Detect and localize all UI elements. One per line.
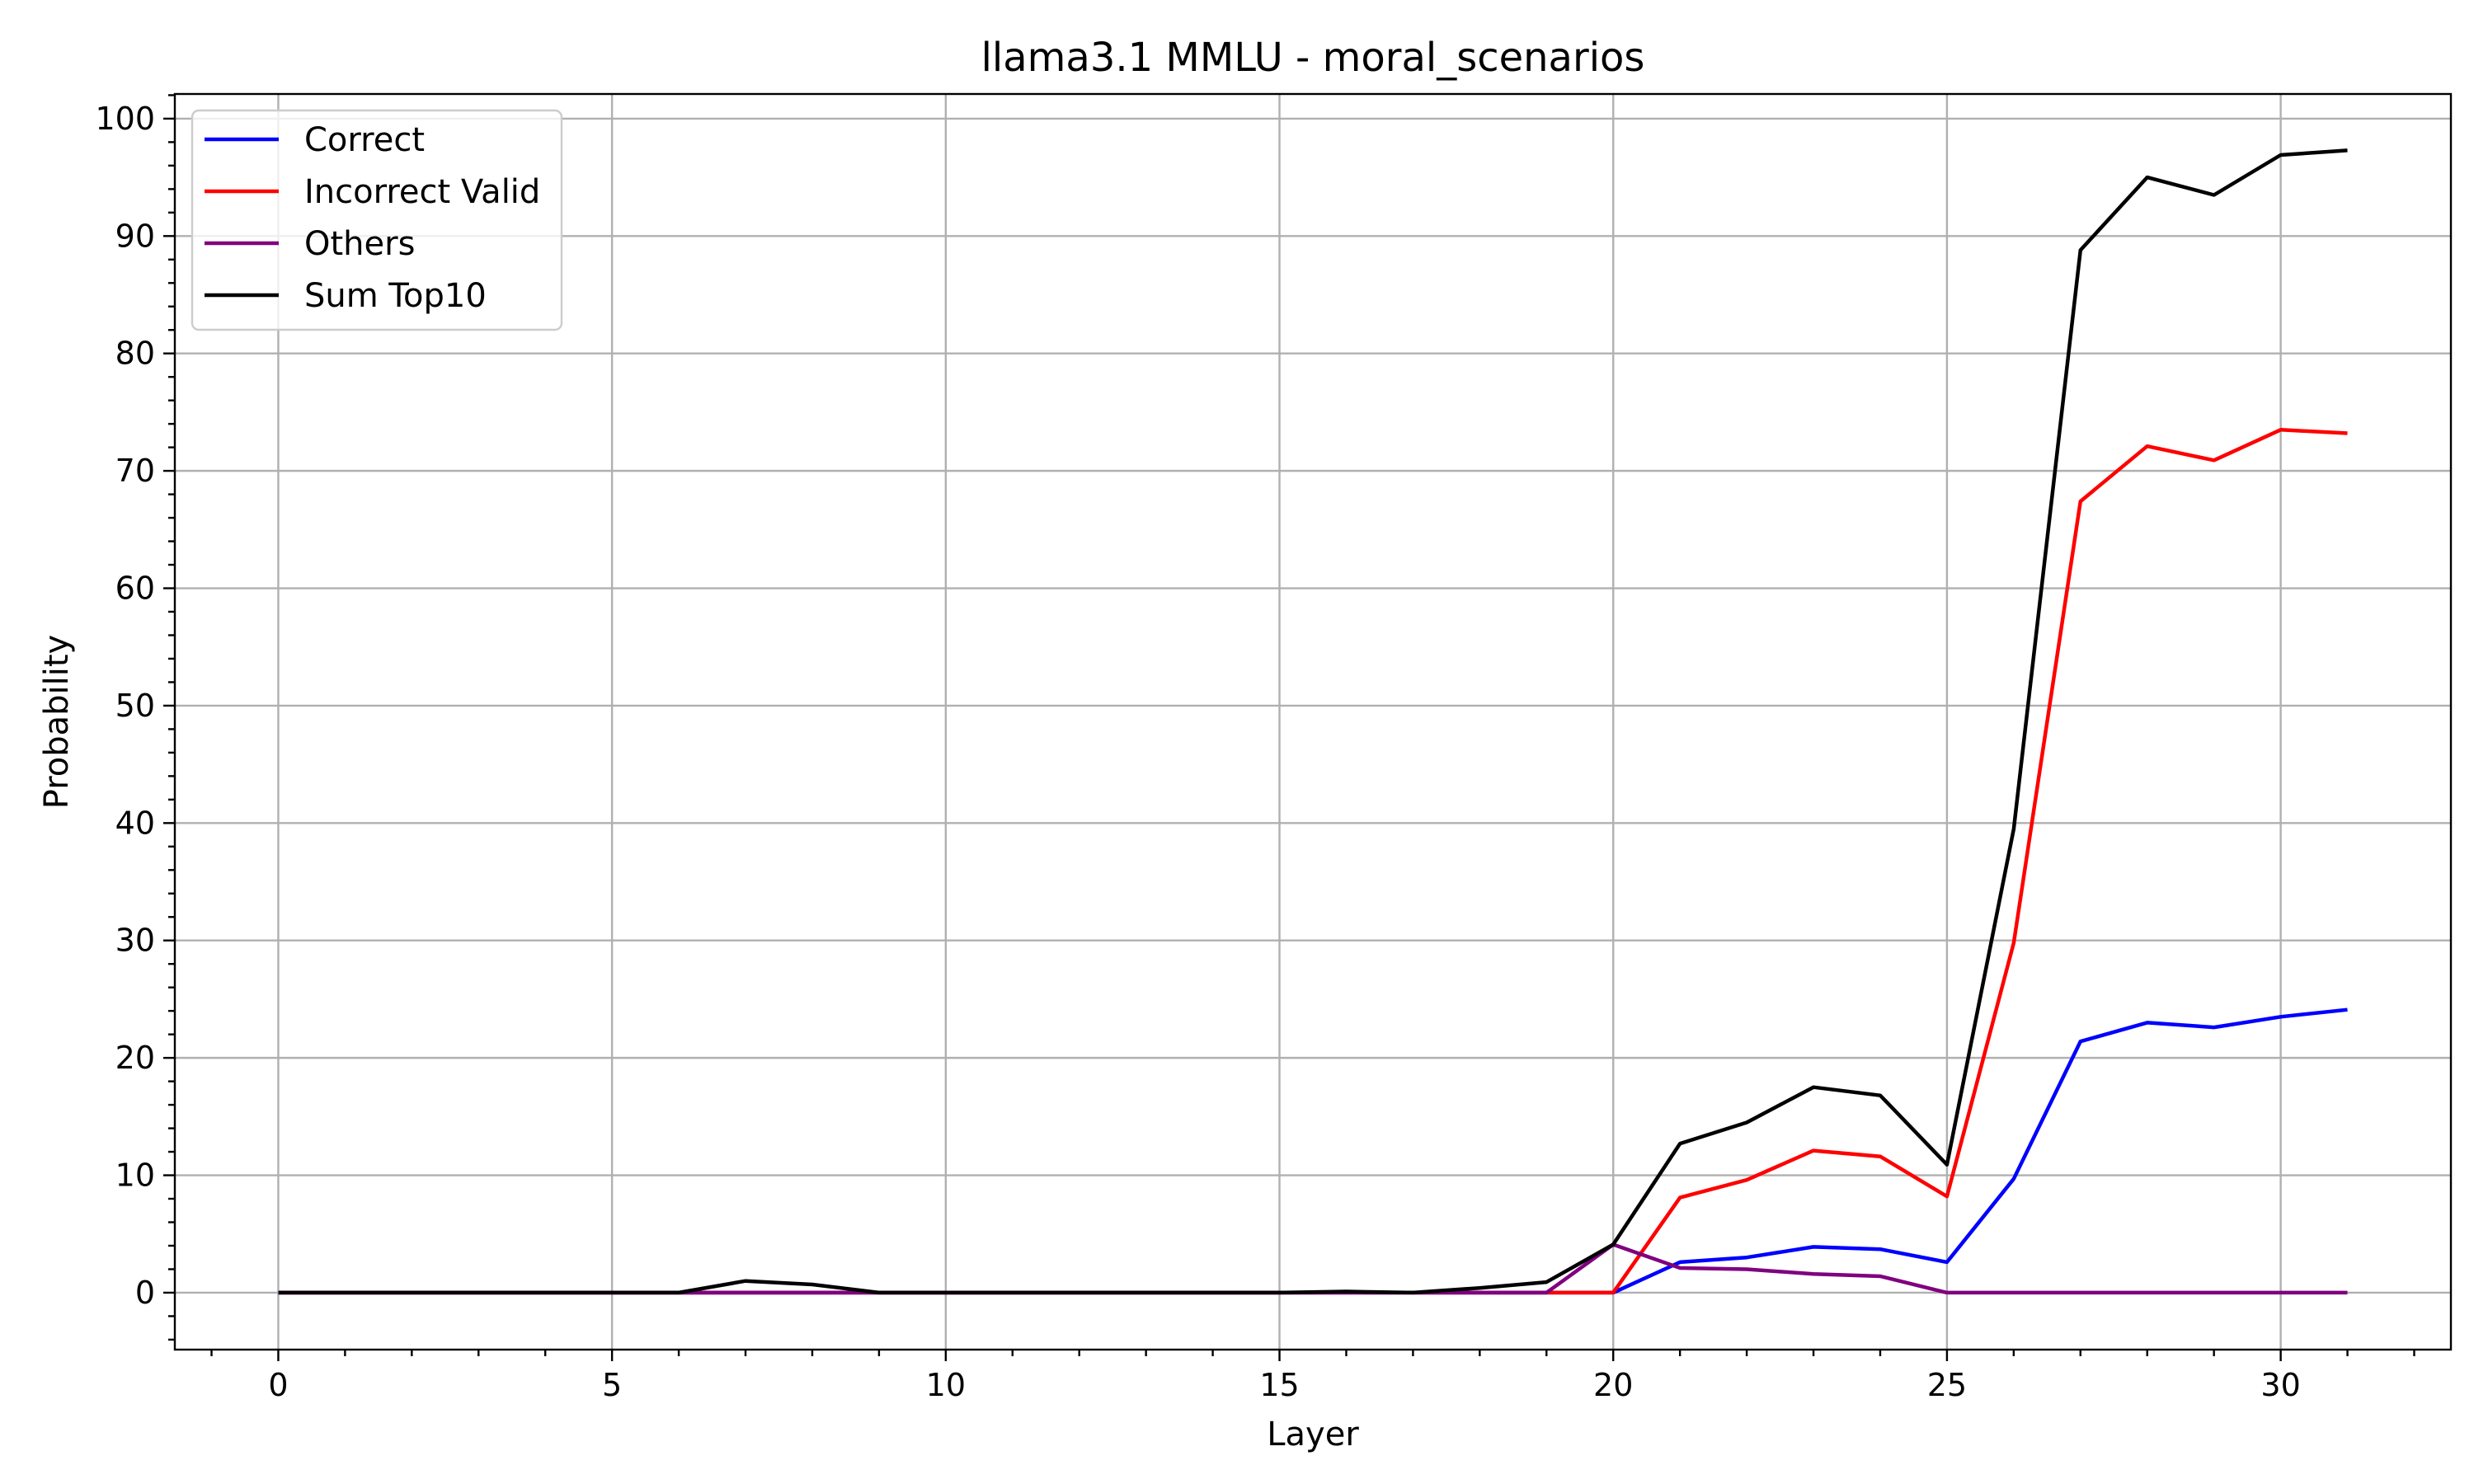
y-tick-label: 100: [95, 101, 155, 137]
legend-box: [190, 109, 563, 331]
y-tick-label: 10: [115, 1158, 155, 1194]
x-tick-label: 10: [926, 1367, 966, 1403]
y-tick-label: 80: [115, 336, 155, 372]
legend-entry: Incorrect Valid: [304, 173, 540, 211]
chart-title: llama3.1 MMLU - moral_scenarios: [981, 35, 1645, 81]
axis-ticks: 0 5 10 15 20 25 30 0 10 20 30 40 50 60 70 80 90 100: [95, 94, 2415, 1403]
y-axis-label: Probability: [38, 635, 76, 809]
series-line-sum-top10: [278, 148, 2348, 1295]
x-tick-label: 20: [1593, 1367, 1633, 1403]
x-tick-label: 25: [1927, 1367, 1967, 1403]
y-tick-label: 90: [115, 218, 155, 254]
y-tick-label: 70: [115, 453, 155, 489]
legend-entry: Sum Top10: [304, 277, 487, 315]
x-tick-label: 5: [602, 1367, 622, 1403]
y-tick-label: 50: [115, 688, 155, 724]
y-tick-label: 0: [135, 1275, 155, 1311]
x-tick-label: 0: [268, 1367, 288, 1403]
legend-entry: Correct: [304, 121, 425, 159]
y-tick-label: 60: [115, 571, 155, 607]
y-tick-label: 30: [115, 923, 155, 959]
plot-frame: [173, 92, 2453, 1351]
series-lines: [278, 148, 2348, 1295]
legend-entry: Others: [304, 225, 415, 263]
x-tick-label: 15: [1259, 1367, 1299, 1403]
x-tick-label: 30: [2260, 1367, 2300, 1403]
x-axis-label: Layer: [1267, 1416, 1359, 1453]
y-tick-label: 40: [115, 805, 155, 841]
legend: Correct Incorrect Valid Others Sum Top10: [190, 109, 563, 331]
y-tick-label: 20: [115, 1040, 155, 1076]
